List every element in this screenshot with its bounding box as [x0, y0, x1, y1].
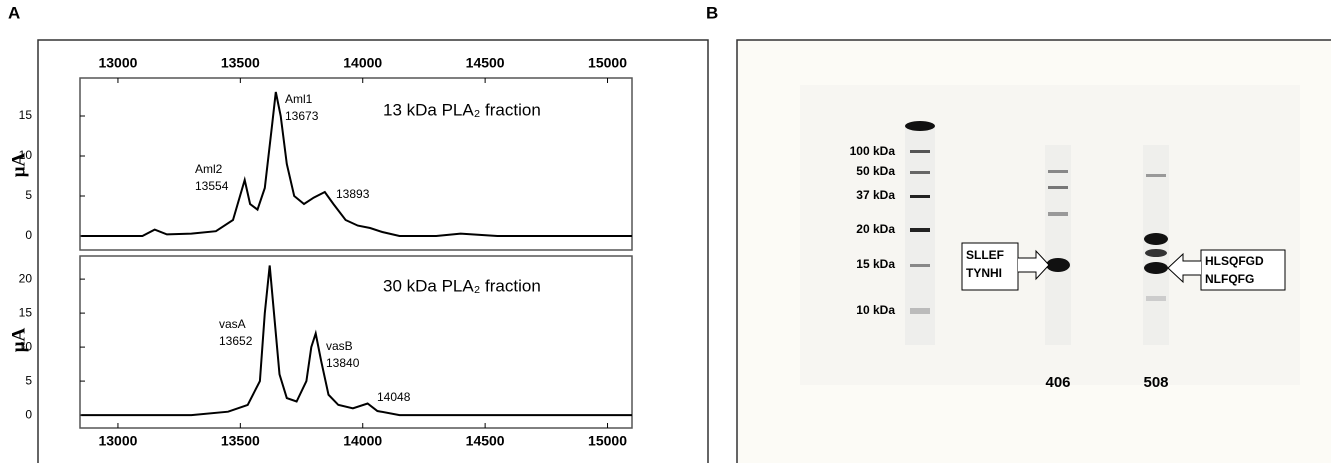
- band: [910, 150, 930, 153]
- band: [910, 308, 930, 314]
- y-tick-label: 5: [25, 373, 32, 387]
- x-tick-label: 14000: [343, 433, 382, 449]
- y-tick-label: 20: [19, 271, 33, 285]
- panel-label: B: [706, 3, 718, 22]
- y-tick-label: 15: [19, 108, 33, 122]
- marker-label: 50 kDa: [856, 164, 895, 178]
- chart-title: 30 kDa PLA₂ fraction: [383, 276, 541, 295]
- sequence-label: SLLEF: [966, 248, 1004, 262]
- y-tick-label: 0: [25, 407, 32, 421]
- panel-label: A: [8, 3, 20, 22]
- marker-label: 100 kDa: [850, 144, 896, 158]
- peak-annotation: 13652: [219, 334, 253, 348]
- band: [1048, 212, 1068, 216]
- x-tick-label: 14500: [466, 433, 505, 449]
- band: [910, 228, 930, 232]
- figure: A B 0510151300013500140001450015000μA13 …: [0, 0, 1331, 463]
- band: [1144, 262, 1168, 274]
- band: [1146, 174, 1166, 177]
- marker-label: 15 kDa: [856, 257, 895, 271]
- sequence-label: HLSQFGD: [1205, 254, 1264, 268]
- x-tick-label: 13000: [98, 433, 137, 449]
- band: [910, 171, 930, 174]
- peak-annotation: 13840: [326, 356, 360, 370]
- x-tick-label: 13500: [221, 433, 260, 449]
- x-tick-label: 13000: [98, 55, 137, 71]
- x-tick-label: 13500: [221, 55, 260, 71]
- y-tick-label: 15: [19, 305, 33, 319]
- marker-label: 20 kDa: [856, 222, 895, 236]
- y-tick-label: 0: [25, 228, 32, 242]
- band: [910, 195, 930, 198]
- peak-annotation: 14048: [377, 390, 411, 404]
- x-tick-label: 14500: [466, 55, 505, 71]
- x-tick-label: 14000: [343, 55, 382, 71]
- band: [1145, 249, 1167, 257]
- peak-annotation: Aml2: [195, 162, 223, 176]
- band: [905, 121, 935, 131]
- sequence-label: NLFQFG: [1205, 272, 1254, 286]
- peak-annotation: 13673: [285, 109, 319, 123]
- peak-annotation: 13554: [195, 179, 229, 193]
- lane: [1045, 145, 1071, 345]
- band: [910, 264, 930, 267]
- peak-annotation: 13893: [336, 187, 370, 201]
- marker-label: 37 kDa: [856, 188, 895, 202]
- marker-label: 10 kDa: [856, 303, 895, 317]
- x-tick-label: 15000: [588, 55, 627, 71]
- peak-annotation: vasB: [326, 339, 353, 353]
- spectrum-line: [81, 92, 632, 236]
- band: [1048, 186, 1068, 189]
- peak-annotation: Aml1: [285, 92, 313, 106]
- panel-a-frame: [38, 40, 708, 463]
- plot-frame: [80, 256, 632, 428]
- peak-annotation: vasA: [219, 317, 246, 331]
- chart-title: 13 kDa PLA₂ fraction: [383, 100, 541, 119]
- y-axis-label: μA: [8, 152, 29, 177]
- band: [1048, 170, 1068, 173]
- spectrum-line: [81, 266, 632, 416]
- band: [1146, 296, 1166, 301]
- lane-label: 508: [1143, 374, 1168, 391]
- x-tick-label: 15000: [588, 433, 627, 449]
- lane-label: 406: [1045, 374, 1070, 391]
- y-axis-label: μA: [8, 327, 29, 352]
- y-tick-label: 5: [25, 188, 32, 202]
- band: [1144, 233, 1168, 245]
- sequence-label: TYNHI: [966, 266, 1002, 280]
